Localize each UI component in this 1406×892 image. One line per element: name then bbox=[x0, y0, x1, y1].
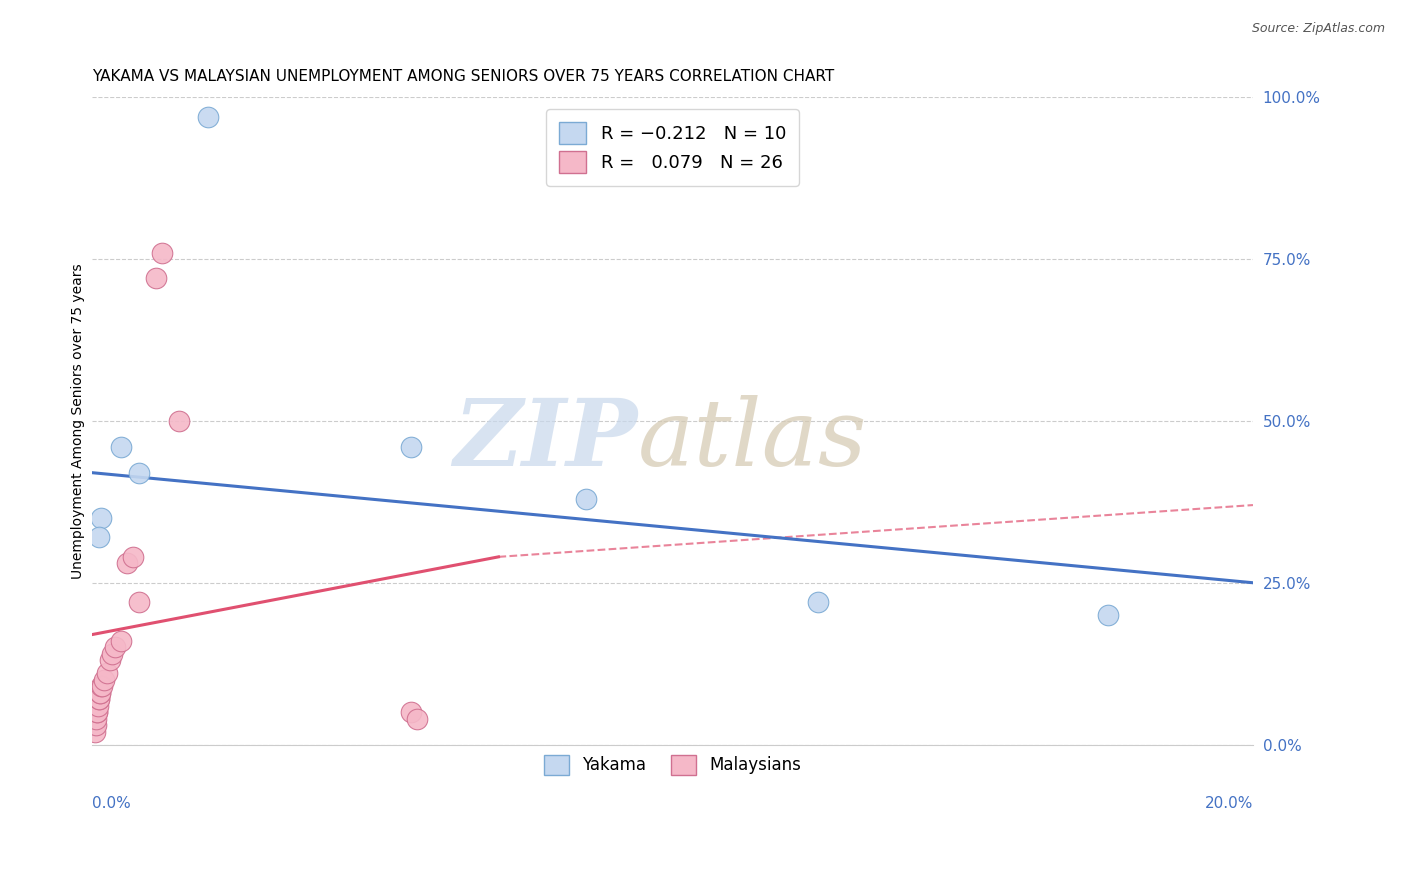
Point bbox=[93, 673, 115, 687]
Legend: Yakama, Malaysians: Yakama, Malaysians bbox=[537, 747, 808, 781]
Y-axis label: Unemployment Among Seniors over 75 years: Unemployment Among Seniors over 75 years bbox=[72, 263, 86, 579]
Point bbox=[84, 724, 107, 739]
Point bbox=[89, 531, 111, 545]
Point bbox=[84, 718, 107, 732]
Point bbox=[104, 640, 127, 655]
Point bbox=[807, 595, 830, 609]
Point bbox=[89, 686, 111, 700]
Text: ZIP: ZIP bbox=[454, 395, 638, 485]
Point bbox=[89, 692, 111, 706]
Point bbox=[121, 549, 143, 564]
Point bbox=[401, 440, 423, 454]
Point bbox=[86, 705, 108, 719]
Point bbox=[87, 698, 110, 713]
Point bbox=[90, 511, 112, 525]
Point bbox=[115, 557, 138, 571]
Point bbox=[167, 414, 190, 428]
Point bbox=[128, 466, 150, 480]
Point bbox=[574, 491, 596, 506]
Point bbox=[91, 679, 114, 693]
Point bbox=[150, 245, 173, 260]
Point bbox=[406, 712, 429, 726]
Point bbox=[84, 712, 107, 726]
Point bbox=[128, 595, 150, 609]
Point bbox=[89, 686, 111, 700]
Point bbox=[197, 110, 219, 124]
Point bbox=[401, 705, 423, 719]
Text: 20.0%: 20.0% bbox=[1205, 797, 1253, 812]
Text: atlas: atlas bbox=[638, 395, 868, 485]
Point bbox=[1097, 608, 1119, 623]
Point bbox=[84, 718, 107, 732]
Point bbox=[98, 653, 121, 667]
Point bbox=[145, 271, 167, 285]
Point bbox=[101, 647, 124, 661]
Text: YAKAMA VS MALAYSIAN UNEMPLOYMENT AMONG SENIORS OVER 75 YEARS CORRELATION CHART: YAKAMA VS MALAYSIAN UNEMPLOYMENT AMONG S… bbox=[93, 69, 834, 84]
Point bbox=[87, 692, 110, 706]
Point bbox=[96, 666, 118, 681]
Point bbox=[90, 679, 112, 693]
Point bbox=[110, 634, 132, 648]
Text: Source: ZipAtlas.com: Source: ZipAtlas.com bbox=[1251, 22, 1385, 36]
Text: 0.0%: 0.0% bbox=[93, 797, 131, 812]
Point bbox=[110, 440, 132, 454]
Point bbox=[86, 705, 108, 719]
